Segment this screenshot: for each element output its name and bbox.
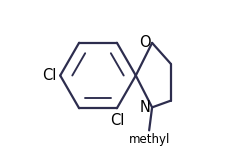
Text: N: N — [139, 100, 150, 115]
Text: O: O — [139, 35, 150, 50]
Text: Cl: Cl — [42, 68, 56, 83]
Text: methyl: methyl — [128, 133, 170, 146]
Text: Cl: Cl — [110, 113, 124, 128]
